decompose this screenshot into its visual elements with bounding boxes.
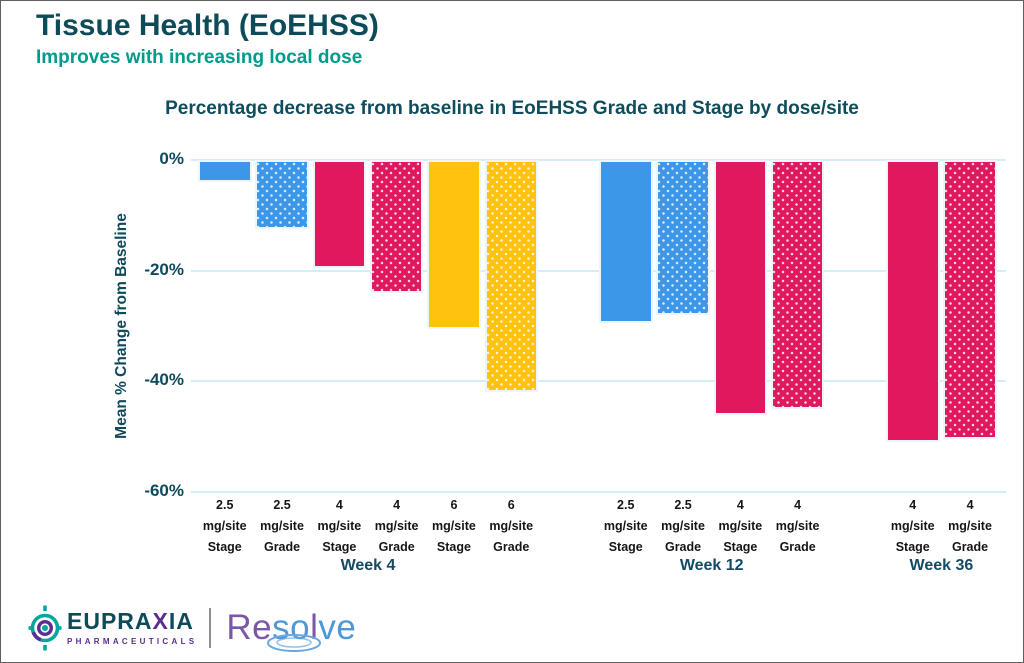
x-axis-label-line: 6 bbox=[450, 498, 458, 512]
resolve-letter: v bbox=[318, 608, 337, 647]
resolve-letter: e bbox=[336, 608, 357, 647]
logo-divider bbox=[209, 608, 212, 648]
x-axis-label-line: mg/site bbox=[603, 519, 648, 533]
bar-week-4-6-grade bbox=[484, 160, 538, 393]
chart-title: Percentage decrease from baseline in EoE… bbox=[165, 98, 859, 119]
y-tick-label: -20% bbox=[144, 259, 184, 279]
x-axis-label-line: Grade bbox=[263, 540, 301, 554]
resolve-letter: R bbox=[226, 608, 253, 647]
bar-week-4-4-grade bbox=[369, 160, 424, 293]
x-axis-label-line: 4 bbox=[909, 498, 917, 512]
week-group-label: Week 36 bbox=[909, 557, 974, 574]
eupraxia-logo-icon bbox=[28, 605, 62, 651]
bar-week-12-4-grade bbox=[770, 160, 825, 409]
brand-letter-group: X bbox=[152, 608, 169, 634]
x-axis-label: 2.5 mg/site Stage bbox=[191, 495, 259, 558]
resolve-letter: s bbox=[272, 608, 291, 647]
bar-week-4-6-stage bbox=[427, 160, 481, 329]
x-axis-label-line: Stage bbox=[608, 540, 643, 554]
x-axis-label-line: 4 bbox=[393, 498, 401, 512]
bar-week-4-2.5-stage bbox=[198, 160, 252, 183]
gridline bbox=[191, 491, 1006, 493]
x-axis-label-line: Grade bbox=[779, 540, 816, 554]
x-axis-label: 6 mg/site Grade bbox=[477, 495, 545, 558]
y-axis-title: Mean % Change from Baseline bbox=[113, 213, 130, 439]
x-axis-label: 4 mg/site Stage bbox=[706, 495, 774, 558]
x-axis-label-line: Stage bbox=[322, 540, 357, 554]
page-title: Tissue Health (EoEHSS) bbox=[36, 9, 379, 42]
x-axis-label-line: Stage bbox=[895, 540, 930, 554]
x-axis-label-line: mg/site bbox=[948, 519, 992, 533]
x-axis-label-line: 4 bbox=[736, 498, 744, 512]
x-axis-label-line: mg/site bbox=[489, 519, 534, 533]
x-axis-label: 4 mg/site Stage bbox=[879, 495, 947, 558]
x-axis-label-line: Stage bbox=[723, 540, 758, 554]
bar-week-36-4-stage bbox=[886, 160, 940, 443]
resolve-letter: l bbox=[310, 608, 319, 647]
x-axis-label-line: Grade bbox=[493, 540, 530, 554]
gridline bbox=[191, 159, 1006, 161]
x-axis-label: 4 mg/site Grade bbox=[363, 495, 431, 558]
gridline bbox=[191, 380, 1006, 383]
page-subtitle: Improves with increasing local dose bbox=[36, 47, 363, 68]
x-axis-label-line: mg/site bbox=[317, 519, 362, 533]
gridline bbox=[191, 269, 1006, 272]
week-group-label: Week 12 bbox=[679, 557, 744, 574]
pharmaceuticals-label: PHARMACEUTICALS bbox=[67, 637, 198, 646]
brand-letter-group: EUPRA bbox=[67, 608, 153, 634]
week-group-label: Week 4 bbox=[340, 557, 396, 574]
bar-week-4-4-stage bbox=[312, 160, 367, 268]
x-axis-label: 2.5 mg/site Grade bbox=[248, 495, 316, 558]
x-axis-label-line: 4 bbox=[335, 498, 343, 512]
x-axis-label-line: 4 bbox=[966, 498, 974, 512]
x-axis-label-line: mg/site bbox=[775, 519, 820, 533]
x-axis-label: 4 mg/site Grade bbox=[936, 495, 1004, 558]
x-axis-label-line: mg/site bbox=[374, 519, 419, 533]
x-axis-label: 2.5 mg/site Stage bbox=[592, 495, 660, 558]
x-axis-label-line: 4 bbox=[794, 498, 802, 512]
x-axis-label-line: Grade bbox=[951, 540, 989, 554]
eupraxia-wordmark-block: EUPRAXIA PHARMACEUTICALS bbox=[67, 610, 198, 647]
x-axis-label-line: mg/site bbox=[432, 519, 476, 533]
x-axis-label-line: 2.5 bbox=[273, 498, 291, 512]
eupraxia-wordmark: EUPRAXIA bbox=[67, 610, 197, 633]
x-axis-label-line: mg/site bbox=[661, 519, 705, 533]
brand-letter-group: IA bbox=[168, 608, 194, 634]
y-tick-label: 0% bbox=[159, 149, 184, 168]
x-axis-label-line: mg/site bbox=[202, 519, 247, 533]
bar-week-12-4-stage bbox=[713, 160, 768, 415]
x-axis-label-line: 6 bbox=[507, 498, 515, 512]
x-axis-label-line: Stage bbox=[207, 540, 242, 554]
x-axis-label-line: Stage bbox=[436, 540, 471, 554]
footer-logos: EUPRAXIA PHARMACEUTICALS Resolve bbox=[28, 601, 356, 655]
y-tick-label: -40% bbox=[144, 370, 184, 390]
x-axis-label-line: mg/site bbox=[890, 519, 935, 533]
x-axis-label-line: Grade bbox=[664, 540, 702, 554]
x-axis-label: 4 mg/site Grade bbox=[764, 495, 832, 558]
resolve-letter: o bbox=[290, 608, 311, 647]
x-axis-label-line: Grade bbox=[378, 540, 415, 554]
x-axis-label-line: 2.5 bbox=[617, 498, 635, 512]
bar-week-12-2.5-grade bbox=[656, 160, 710, 315]
x-axis-label-line: mg/site bbox=[260, 519, 304, 533]
resolve-letter: e bbox=[252, 608, 273, 647]
y-tick-label: -60% bbox=[144, 481, 184, 500]
x-axis-label: 4 mg/site Stage bbox=[305, 495, 373, 558]
x-axis-label-line: 2.5 bbox=[674, 498, 692, 512]
x-axis-label: 6 mg/site Stage bbox=[420, 495, 488, 558]
x-axis-label-line: 2.5 bbox=[216, 498, 234, 512]
bar-week-4-2.5-grade bbox=[255, 160, 309, 230]
bar-week-36-4-grade bbox=[943, 160, 997, 440]
resolve-wordmark: Resolve bbox=[226, 606, 357, 652]
x-axis-label: 2.5 mg/site Grade bbox=[649, 495, 717, 558]
bar-week-12-2.5-stage bbox=[599, 160, 653, 324]
x-axis-label-line: mg/site bbox=[718, 519, 763, 533]
